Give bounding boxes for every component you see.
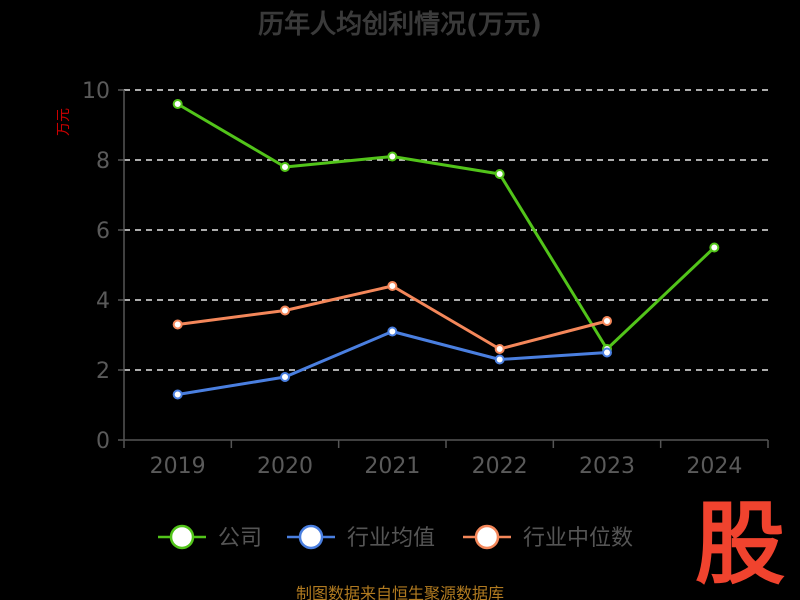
y-axis-unit-label: 万元 — [56, 108, 72, 136]
series-行业均值-line — [177, 330, 608, 396]
series-行业中位数-point — [387, 281, 398, 291]
series-行业中位数-point — [494, 344, 505, 354]
brand-logo: 股 — [695, 492, 785, 597]
x-tick-label: 2020 — [257, 454, 313, 479]
series-行业中位数-point — [280, 305, 290, 316]
series-行业均值-point — [280, 372, 290, 382]
series-layer — [172, 99, 720, 400]
series-公司-point — [709, 242, 720, 253]
legend-label: 行业中位数 — [523, 526, 633, 551]
chart-title: 历年人均创利情况(万元) — [258, 10, 542, 40]
legend-marker — [169, 524, 195, 550]
series-公司-point — [494, 169, 505, 179]
legend-item: 行业中位数 — [463, 524, 633, 551]
legend-item: 行业均值 — [287, 524, 435, 551]
series-行业均值-point — [494, 354, 505, 365]
legend-item: 公司 — [158, 524, 262, 551]
legend: 公司 行业均值 行业中位数 — [158, 524, 633, 551]
y-tick-label: 4 — [96, 289, 110, 314]
series-行业均值 — [172, 326, 612, 400]
x-tick-label: 2021 — [364, 454, 420, 479]
y-tick-label: 2 — [96, 359, 110, 384]
series-行业均值-point — [172, 389, 183, 400]
series-公司-point — [387, 151, 398, 162]
y-tick-label: 10 — [82, 79, 110, 104]
series-公司 — [172, 99, 720, 354]
data-source-note: 制图数据来自恒生聚源数据库 — [295, 584, 504, 600]
series-公司-point — [280, 162, 290, 172]
x-tick-label: 2024 — [686, 454, 742, 479]
y-tick-label: 8 — [96, 149, 110, 174]
series-行业中位数 — [172, 281, 612, 354]
series-行业中位数-line — [177, 284, 608, 351]
series-行业均值-point — [387, 326, 398, 337]
series-行业均值-point — [602, 347, 612, 358]
y-tick-label: 0 — [96, 429, 110, 454]
series-公司-point — [172, 99, 183, 109]
grid-layer — [124, 89, 768, 371]
series-行业中位数-point — [172, 319, 183, 330]
legend-marker — [474, 524, 500, 550]
legend-marker — [298, 524, 324, 550]
legend-label: 行业均值 — [347, 526, 435, 551]
series-公司-line — [176, 102, 716, 351]
axis-layer: 0 2 4 6 8 10 2019 2020 2021 2022 2023 2024 — [82, 79, 769, 479]
x-tick-label: 2023 — [579, 454, 635, 479]
legend-label: 公司 — [218, 526, 262, 551]
x-tick-label: 2022 — [472, 454, 528, 479]
y-tick-label: 6 — [96, 219, 110, 244]
series-行业中位数-point — [602, 316, 612, 326]
x-tick-label: 2019 — [150, 454, 206, 479]
